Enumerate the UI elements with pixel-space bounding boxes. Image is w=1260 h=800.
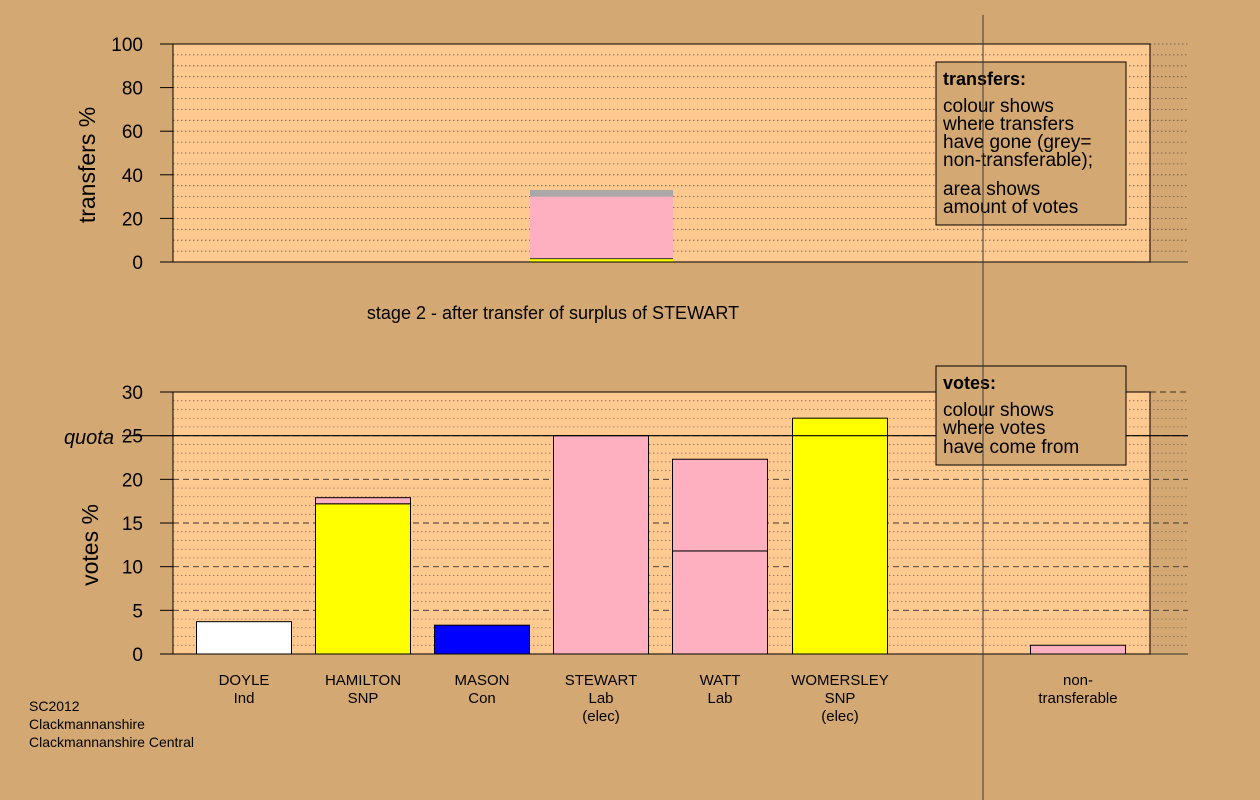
votes-legend-line: where votes	[942, 418, 1045, 439]
votes-y-tick-label: 10	[122, 558, 143, 579]
footer: SC2012 Clackmannanshire Clackmannanshire…	[29, 698, 194, 750]
votes-y-tick-label: 25	[122, 427, 143, 448]
transfers-y-tick-label: 20	[122, 209, 143, 230]
votes-bar-segment	[553, 435, 649, 655]
candidate-label: DOYLE	[219, 672, 270, 689]
quota-label: quota	[64, 427, 114, 449]
votes-y-tick-label: 5	[132, 601, 143, 622]
candidate-label: Con	[468, 690, 496, 707]
candidate-label: WATT	[700, 672, 741, 689]
transfers-legend-box	[935, 61, 1127, 226]
votes-y-axis-label: votes %	[77, 504, 103, 586]
votes-bar-segment	[196, 621, 292, 655]
transfers-y-tick-label: 60	[122, 122, 143, 143]
transfers-legend-line: amount of votes	[943, 197, 1078, 218]
transfers-bar-segment	[530, 190, 673, 197]
footer-line: Clackmannanshire	[29, 716, 145, 732]
candidate-label: Ind	[234, 690, 255, 707]
votes-y-tick-label: 20	[122, 470, 143, 491]
stage-subtitle: stage 2 - after transfer of surplus of S…	[367, 303, 739, 323]
footer-line: Clackmannanshire Central	[29, 734, 194, 750]
footer-line: SC2012	[29, 698, 80, 714]
votes-x-axis-labels: DOYLEIndHAMILTONSNPMASONConSTEWARTLab(el…	[219, 672, 1118, 725]
candidate-label: SNP	[348, 690, 379, 707]
transfers-y-axis: 0 20 40 60 80 100	[111, 35, 173, 274]
votes-legend-line: have come from	[943, 437, 1079, 458]
transfers-bar-segment	[530, 258, 673, 262]
transfers-legend-line: colour shows	[943, 96, 1054, 117]
candidate-label: (elec)	[821, 708, 859, 725]
votes-bar-segment	[792, 417, 888, 655]
votes-bar-segment	[672, 550, 768, 655]
votes-legend-title: votes:	[943, 373, 996, 393]
transfers-legend-line: where transfers	[942, 114, 1074, 135]
transfers-legend-line: have gone (grey=	[943, 132, 1091, 153]
candidate-label: HAMILTON	[325, 672, 401, 689]
votes-y-tick-label: 15	[122, 514, 143, 535]
non-transferable-label: non-	[1063, 672, 1093, 689]
votes-bar-segment	[434, 624, 530, 655]
votes-legend-line: colour shows	[943, 400, 1054, 421]
votes-y-axis: 0 5 10 15 20 25 30	[122, 383, 173, 666]
non-transferable-bar	[1030, 644, 1126, 655]
votes-legend: votes: colour shows where votes have com…	[935, 365, 1127, 466]
candidate-label: WOMERSLEY	[791, 672, 889, 689]
transfers-plot-frame	[172, 43, 1151, 263]
transfers-y-tick-label: 80	[122, 79, 143, 100]
votes-legend-box	[935, 365, 1127, 466]
transfers-y-tick-label: 0	[132, 253, 143, 274]
transfers-legend: transfers: colour shows where transfers …	[935, 61, 1127, 226]
votes-y-tick-label: 0	[132, 645, 143, 666]
candidate-label: STEWART	[565, 672, 638, 689]
transfers-bars	[530, 190, 673, 262]
transfers-y-tick-label: 100	[111, 35, 143, 56]
transfers-legend-line: non-transferable);	[943, 150, 1093, 171]
candidate-label: (elec)	[582, 708, 620, 725]
candidate-label: MASON	[454, 672, 509, 689]
non-transferable-label: transferable	[1038, 690, 1117, 707]
votes-bar-segment	[672, 458, 768, 552]
candidate-label: Lab	[707, 690, 732, 707]
votes-bar-segment	[315, 497, 411, 505]
candidate-label: Lab	[588, 690, 613, 707]
transfers-y-tick-label: 40	[122, 166, 143, 187]
candidate-label: SNP	[825, 690, 856, 707]
transfers-panel: 0 20 40 60 80 100 transfers % transfers: colo…	[74, 35, 1188, 274]
votes-bar-segment	[315, 503, 411, 655]
transfers-legend-title: transfers:	[943, 69, 1026, 89]
votes-y-tick-label: 30	[122, 383, 143, 404]
transfers-legend-line: area shows	[943, 179, 1040, 200]
transfers-bar-segment	[530, 196, 673, 259]
transfers-y-axis-label: transfers %	[74, 107, 100, 223]
